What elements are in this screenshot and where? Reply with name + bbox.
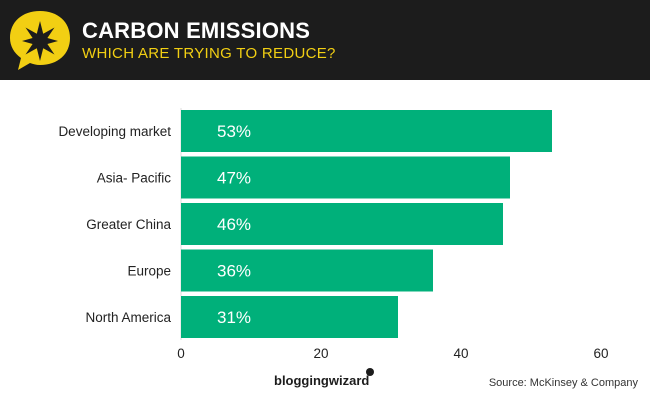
bar	[181, 110, 552, 152]
x-tick-label: 0	[177, 346, 185, 361]
bar	[181, 203, 503, 245]
category-label: Greater China	[86, 217, 171, 232]
category-label: Asia- Pacific	[97, 171, 172, 186]
data-label: 31%	[217, 308, 251, 327]
header-banner: CARBON EMISSIONS WHICH ARE TRYING TO RED…	[0, 0, 650, 80]
brand-logo-dot	[366, 368, 374, 376]
bar	[181, 156, 510, 199]
x-tick-label: 40	[453, 346, 468, 361]
x-tick-label: 20	[313, 346, 328, 361]
bar-chart: Developing market 53% Asia- Pacific 47% Grea…	[58, 108, 609, 361]
data-label: 53%	[217, 122, 251, 141]
data-label: 47%	[217, 169, 251, 188]
bar	[181, 249, 433, 292]
category-label: Developing market	[58, 124, 171, 139]
brand-logo-text: bloggingwizard	[274, 373, 370, 388]
bar	[181, 296, 398, 338]
category-label: North America	[85, 310, 171, 325]
source-note: Source: McKinsey & Company	[488, 377, 638, 389]
star-speech-bubble-icon	[10, 11, 70, 70]
data-label: 36%	[217, 262, 251, 281]
data-label: 46%	[217, 215, 251, 234]
category-label: Europe	[127, 264, 171, 279]
chart-title: CARBON EMISSIONS	[82, 18, 311, 43]
chart-subtitle: WHICH ARE TRYING TO REDUCE?	[82, 45, 336, 62]
x-tick-label: 60	[593, 346, 608, 361]
